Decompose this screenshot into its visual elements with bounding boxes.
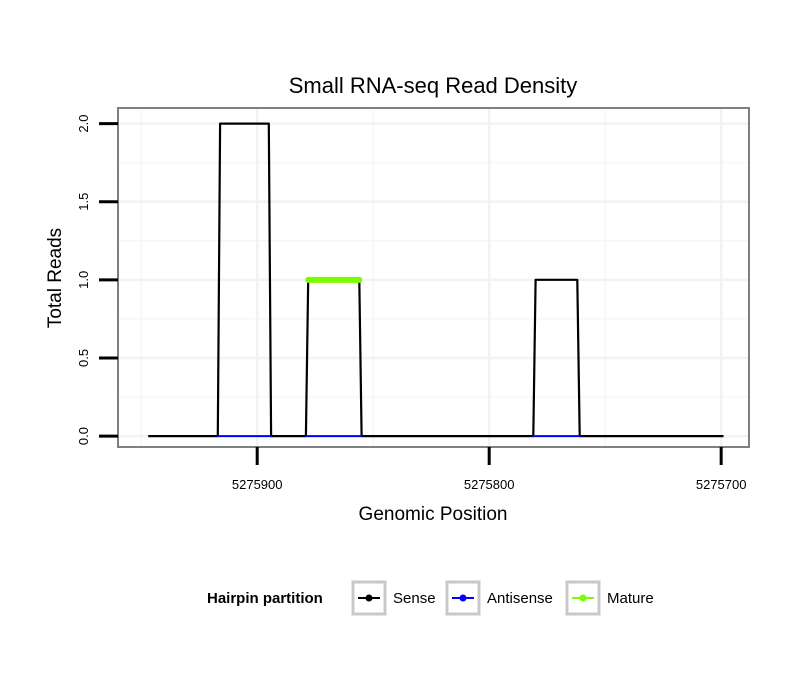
x-tick-label: 5275900 [232,477,283,492]
legend-label-mature: Mature [607,590,654,607]
y-tick-label: 1.0 [76,271,91,289]
y-axis: 0.0 0.5 1.0 1.5 2.0 [76,115,118,445]
legend: Hairpin partition Sense Antisense Mature [207,580,654,616]
x-tick-label: 5275800 [464,477,515,492]
x-axis: 5275900 5275800 5275700 [232,447,747,492]
x-axis-title: Genomic Position [359,504,508,525]
y-tick-label: 2.0 [76,115,91,133]
y-tick-label: 1.5 [76,193,91,211]
plot-border [117,107,750,448]
plot-background [118,108,749,447]
y-tick-label: 0.5 [76,349,91,367]
legend-marker-antisense [459,594,467,602]
legend-marker-mature [579,594,587,602]
legend-label-sense: Sense [393,590,436,607]
x-tick-label: 5275700 [696,477,747,492]
grid-minor [118,108,749,447]
legend-key-mature [565,580,601,616]
series-layer [148,122,724,438]
legend-label-antisense: Antisense [487,590,553,607]
legend-marker-sense [365,594,373,602]
chart-title: Small RNA-seq Read Density [289,73,578,98]
legend-title: Hairpin partition [207,590,323,607]
y-tick-label: 0.0 [76,427,91,445]
y-axis-title: Total Reads [45,228,66,328]
